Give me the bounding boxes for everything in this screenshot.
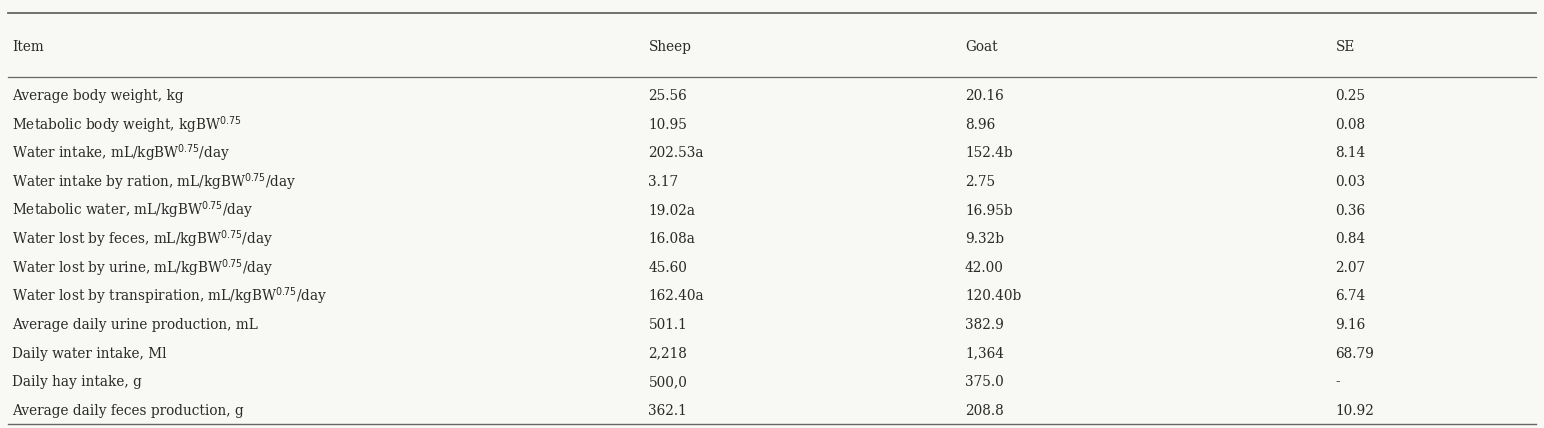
Text: 375.0: 375.0 (965, 375, 1004, 389)
Text: 1,364: 1,364 (965, 347, 1004, 361)
Text: 16.95b: 16.95b (965, 204, 1013, 218)
Text: 0.25: 0.25 (1336, 89, 1366, 103)
Text: 20.16: 20.16 (965, 89, 1004, 103)
Text: Water lost by feces, mL/kgBW$^{0.75}$/day: Water lost by feces, mL/kgBW$^{0.75}$/da… (12, 229, 273, 250)
Text: 3.17: 3.17 (648, 175, 679, 189)
Text: Water lost by transpiration, mL/kgBW$^{0.75}$/day: Water lost by transpiration, mL/kgBW$^{0… (12, 285, 327, 307)
Text: 9.32b: 9.32b (965, 232, 1004, 246)
Text: 10.95: 10.95 (648, 118, 687, 132)
Text: Sheep: Sheep (648, 40, 692, 54)
Text: 152.4b: 152.4b (965, 146, 1013, 160)
Text: 8.96: 8.96 (965, 118, 996, 132)
Text: 6.74: 6.74 (1336, 289, 1366, 303)
Text: 162.40a: 162.40a (648, 289, 704, 303)
Text: 0.36: 0.36 (1336, 204, 1366, 218)
Text: 9.16: 9.16 (1336, 318, 1366, 332)
Text: 362.1: 362.1 (648, 404, 687, 418)
Text: 10.92: 10.92 (1336, 404, 1374, 418)
Text: 45.60: 45.60 (648, 261, 687, 275)
Text: Item: Item (12, 40, 45, 54)
Text: Average body weight, kg: Average body weight, kg (12, 89, 184, 103)
Text: 0.03: 0.03 (1336, 175, 1366, 189)
Text: Average daily urine production, mL: Average daily urine production, mL (12, 318, 258, 332)
Text: Goat: Goat (965, 40, 997, 54)
Text: 500,0: 500,0 (648, 375, 687, 389)
Text: 25.56: 25.56 (648, 89, 687, 103)
Text: 16.08a: 16.08a (648, 232, 695, 246)
Text: 42.00: 42.00 (965, 261, 1004, 275)
Text: Daily water intake, Ml: Daily water intake, Ml (12, 347, 167, 361)
Text: 2,218: 2,218 (648, 347, 687, 361)
Text: Metabolic body weight, kgBW$^{0.75}$: Metabolic body weight, kgBW$^{0.75}$ (12, 114, 242, 136)
Text: SE: SE (1336, 40, 1356, 54)
Text: -: - (1336, 375, 1340, 389)
Text: Average daily feces production, g: Average daily feces production, g (12, 404, 244, 418)
Text: 8.14: 8.14 (1336, 146, 1366, 160)
Text: 19.02a: 19.02a (648, 204, 695, 218)
Text: 120.40b: 120.40b (965, 289, 1021, 303)
Text: Metabolic water, mL/kgBW$^{0.75}$/day: Metabolic water, mL/kgBW$^{0.75}$/day (12, 200, 253, 222)
Text: 2.75: 2.75 (965, 175, 996, 189)
Text: 68.79: 68.79 (1336, 347, 1374, 361)
Text: 501.1: 501.1 (648, 318, 687, 332)
Text: 0.84: 0.84 (1336, 232, 1366, 246)
Text: Water intake by ration, mL/kgBW$^{0.75}$/day: Water intake by ration, mL/kgBW$^{0.75}$… (12, 171, 296, 193)
Text: Daily hay intake, g: Daily hay intake, g (12, 375, 142, 389)
Text: 202.53a: 202.53a (648, 146, 704, 160)
Text: 208.8: 208.8 (965, 404, 1004, 418)
Text: Water lost by urine, mL/kgBW$^{0.75}$/day: Water lost by urine, mL/kgBW$^{0.75}$/da… (12, 257, 273, 279)
Text: 382.9: 382.9 (965, 318, 1004, 332)
Text: 2.07: 2.07 (1336, 261, 1366, 275)
Text: Water intake, mL/kgBW$^{0.75}$/day: Water intake, mL/kgBW$^{0.75}$/day (12, 143, 230, 164)
Text: 0.08: 0.08 (1336, 118, 1366, 132)
